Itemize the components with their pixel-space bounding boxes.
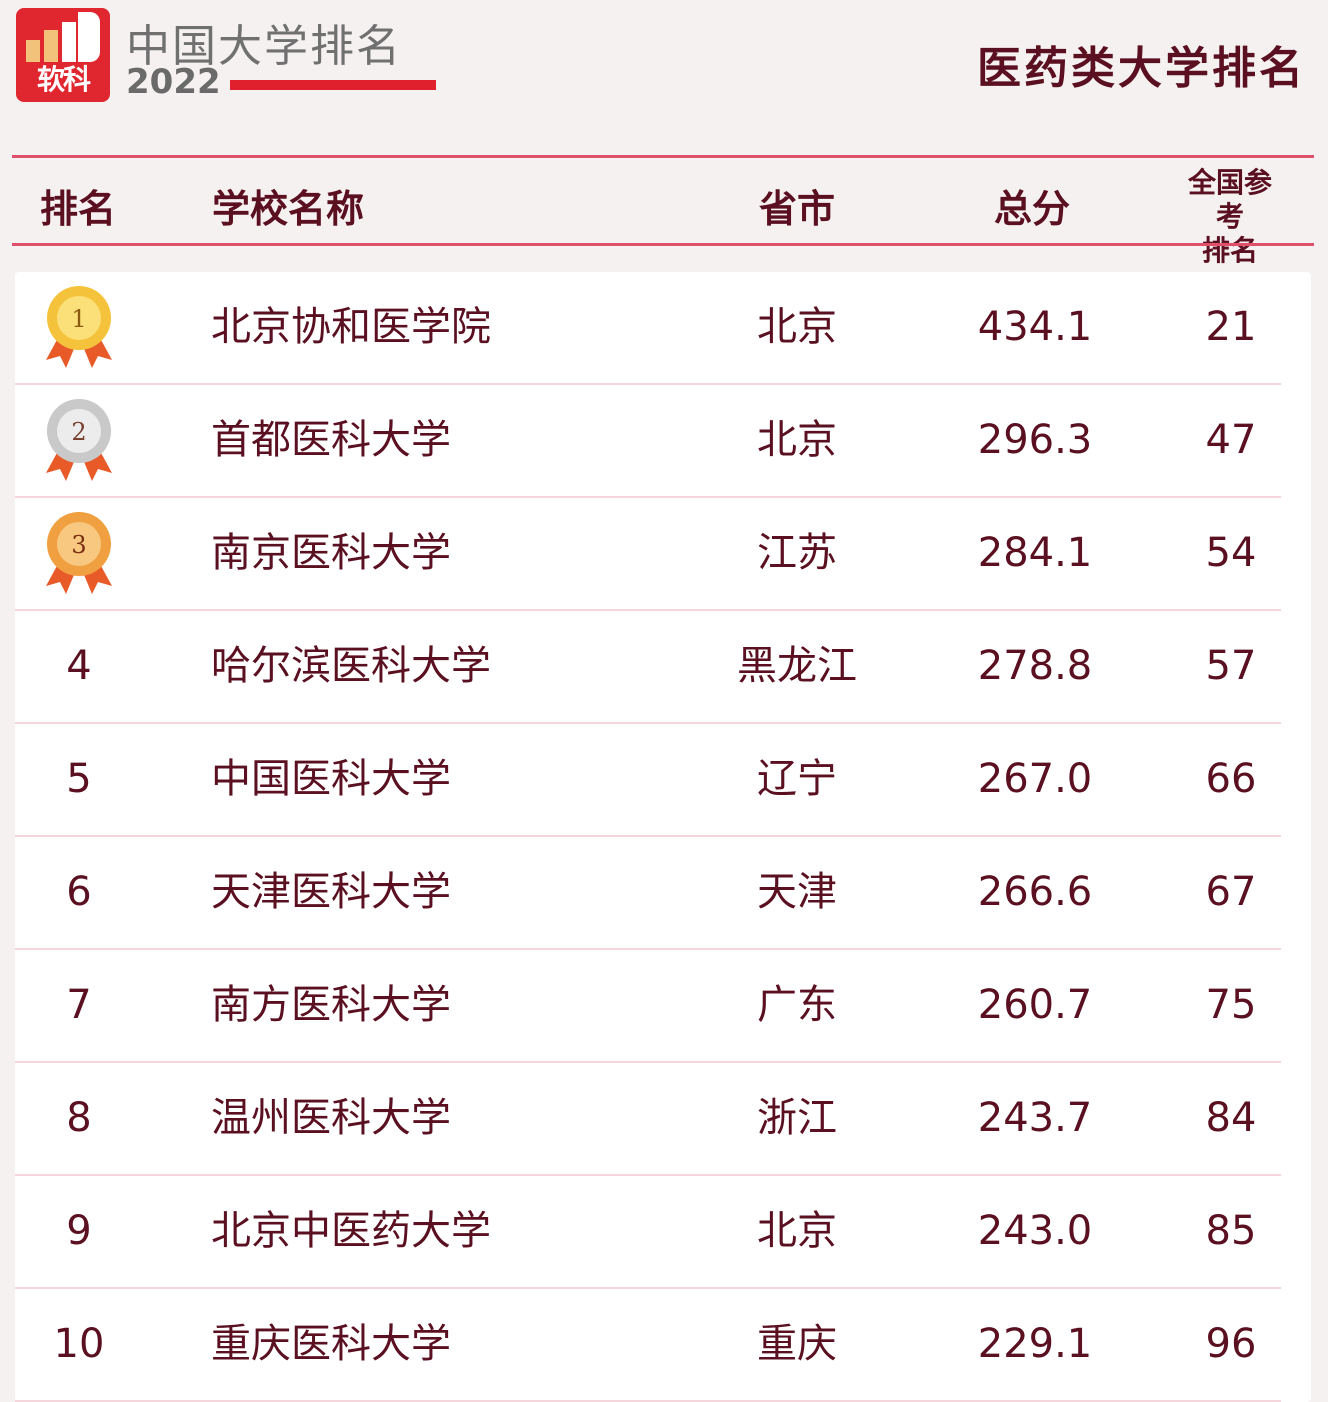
brand-name: 中国大学排名 [126, 21, 402, 72]
province: 江苏 [757, 530, 837, 576]
brand-year: 2022 [126, 62, 221, 102]
page-title: 医药类大学排名 [977, 43, 1306, 94]
table-row: 2 首都医科大学 北京 296.3 47 [15, 385, 1281, 498]
table-row: 9 北京中医药大学 北京 243.0 85 [15, 1176, 1281, 1289]
silver-medal-icon: 2 [46, 399, 112, 481]
rank: 4 [66, 643, 92, 689]
score: 260.7 [977, 982, 1093, 1028]
national-rank: 67 [1205, 869, 1257, 915]
national-rank: 66 [1205, 756, 1257, 802]
score: 266.6 [977, 869, 1093, 915]
national-rank: 84 [1205, 1095, 1257, 1141]
table-row: 6 天津医科大学 天津 266.6 67 [15, 837, 1281, 950]
national-rank: 47 [1205, 417, 1257, 463]
province: 北京 [757, 1208, 837, 1254]
header-province: 省市 [758, 187, 836, 231]
header-bottom-rule [12, 243, 1314, 246]
table-row: 5 中国医科大学 辽宁 267.0 66 [15, 724, 1281, 837]
national-rank: 21 [1205, 304, 1257, 350]
province: 辽宁 [757, 756, 837, 802]
ranking-table [15, 272, 1311, 1402]
school-name: 天津医科大学 [211, 869, 451, 915]
school-name: 首都医科大学 [211, 417, 451, 463]
table-row: 3 南京医科大学 江苏 284.1 54 [15, 498, 1281, 611]
table-row: 8 温州医科大学 浙江 243.7 84 [15, 1063, 1281, 1176]
national-rank: 85 [1205, 1208, 1257, 1254]
rank: 6 [66, 869, 92, 915]
national-rank: 75 [1205, 982, 1257, 1028]
header-score: 总分 [993, 187, 1071, 231]
header-national-line1: 全国参考 [1187, 166, 1272, 233]
bronze-medal-icon: 3 [46, 512, 112, 594]
school-name: 南京医科大学 [211, 530, 451, 576]
score: 434.1 [977, 304, 1093, 350]
score: 267.0 [977, 756, 1093, 802]
school-name: 重庆医科大学 [211, 1321, 451, 1367]
rank: 8 [66, 1095, 92, 1141]
province: 北京 [757, 304, 837, 350]
header-national-line2: 排名 [1201, 234, 1258, 267]
table-row: 4 哈尔滨医科大学 黑龙江 278.8 57 [15, 611, 1281, 724]
rank: 7 [66, 982, 92, 1028]
brand-underline [230, 80, 436, 90]
header-name: 学校名称 [212, 187, 365, 231]
school-name: 北京中医药大学 [211, 1208, 491, 1254]
score: 243.0 [977, 1208, 1093, 1254]
national-rank: 54 [1205, 530, 1257, 576]
score: 278.8 [977, 643, 1093, 689]
rank: 10 [53, 1321, 105, 1367]
score: 243.7 [977, 1095, 1093, 1141]
rank: 9 [66, 1208, 92, 1254]
national-rank: 96 [1205, 1321, 1257, 1367]
province: 天津 [757, 869, 837, 915]
school-name: 中国医科大学 [211, 756, 451, 802]
school-name: 温州医科大学 [211, 1095, 451, 1141]
province: 北京 [757, 417, 837, 463]
province: 广东 [757, 982, 837, 1028]
medal-rank: 3 [71, 531, 86, 559]
gold-medal-icon: 1 [46, 286, 112, 368]
school-name: 哈尔滨医科大学 [211, 643, 491, 689]
logo-text: 软科 [36, 63, 91, 96]
rank: 5 [66, 756, 92, 802]
school-name: 北京协和医学院 [211, 304, 491, 350]
national-rank: 57 [1205, 643, 1257, 689]
medal-rank: 2 [71, 418, 86, 446]
province: 重庆 [757, 1321, 837, 1367]
school-name: 南方医科大学 [211, 982, 451, 1028]
table-row: 10 重庆医科大学 重庆 229.1 96 [15, 1289, 1281, 1402]
header-rank: 排名 [40, 187, 117, 231]
province: 浙江 [757, 1095, 837, 1141]
province: 黑龙江 [737, 643, 857, 689]
medal-rank: 1 [71, 305, 86, 333]
ruanke-logo: 软科 [16, 8, 110, 102]
table-row: 1 北京协和医学院 北京 434.1 21 [15, 272, 1281, 385]
header-top-rule [12, 155, 1314, 158]
table-row: 7 南方医科大学 广东 260.7 75 [15, 950, 1281, 1063]
score: 296.3 [977, 417, 1093, 463]
score: 284.1 [977, 530, 1093, 576]
header-national-rank: 全国参考 排名 [1181, 166, 1279, 268]
score: 229.1 [977, 1321, 1093, 1367]
